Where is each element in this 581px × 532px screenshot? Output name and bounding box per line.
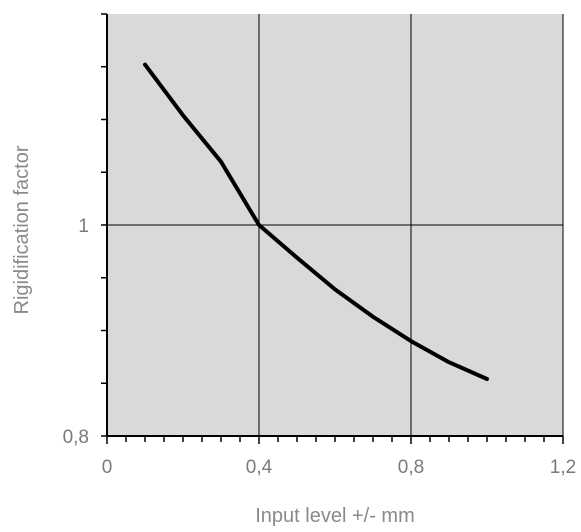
x-tick-label: 0,8 <box>398 457 424 478</box>
series <box>143 62 489 381</box>
y-axis-title: Rigidification factor <box>11 145 33 314</box>
x-tick-label: 1,2 <box>550 457 576 478</box>
y-ticks: 0,81 <box>63 13 107 448</box>
gridlines <box>107 14 564 436</box>
x-ticks: 0 0,4 0,8 1,2 <box>102 436 576 478</box>
x-axis-title: Input level +/- mm <box>255 505 415 527</box>
series-line <box>143 62 489 381</box>
y-tick-label: 1 <box>78 216 89 237</box>
y-tick-label: 0,8 <box>63 427 89 448</box>
x-tick-label: 0 <box>102 457 113 478</box>
x-tick-label: 0,4 <box>246 457 273 478</box>
